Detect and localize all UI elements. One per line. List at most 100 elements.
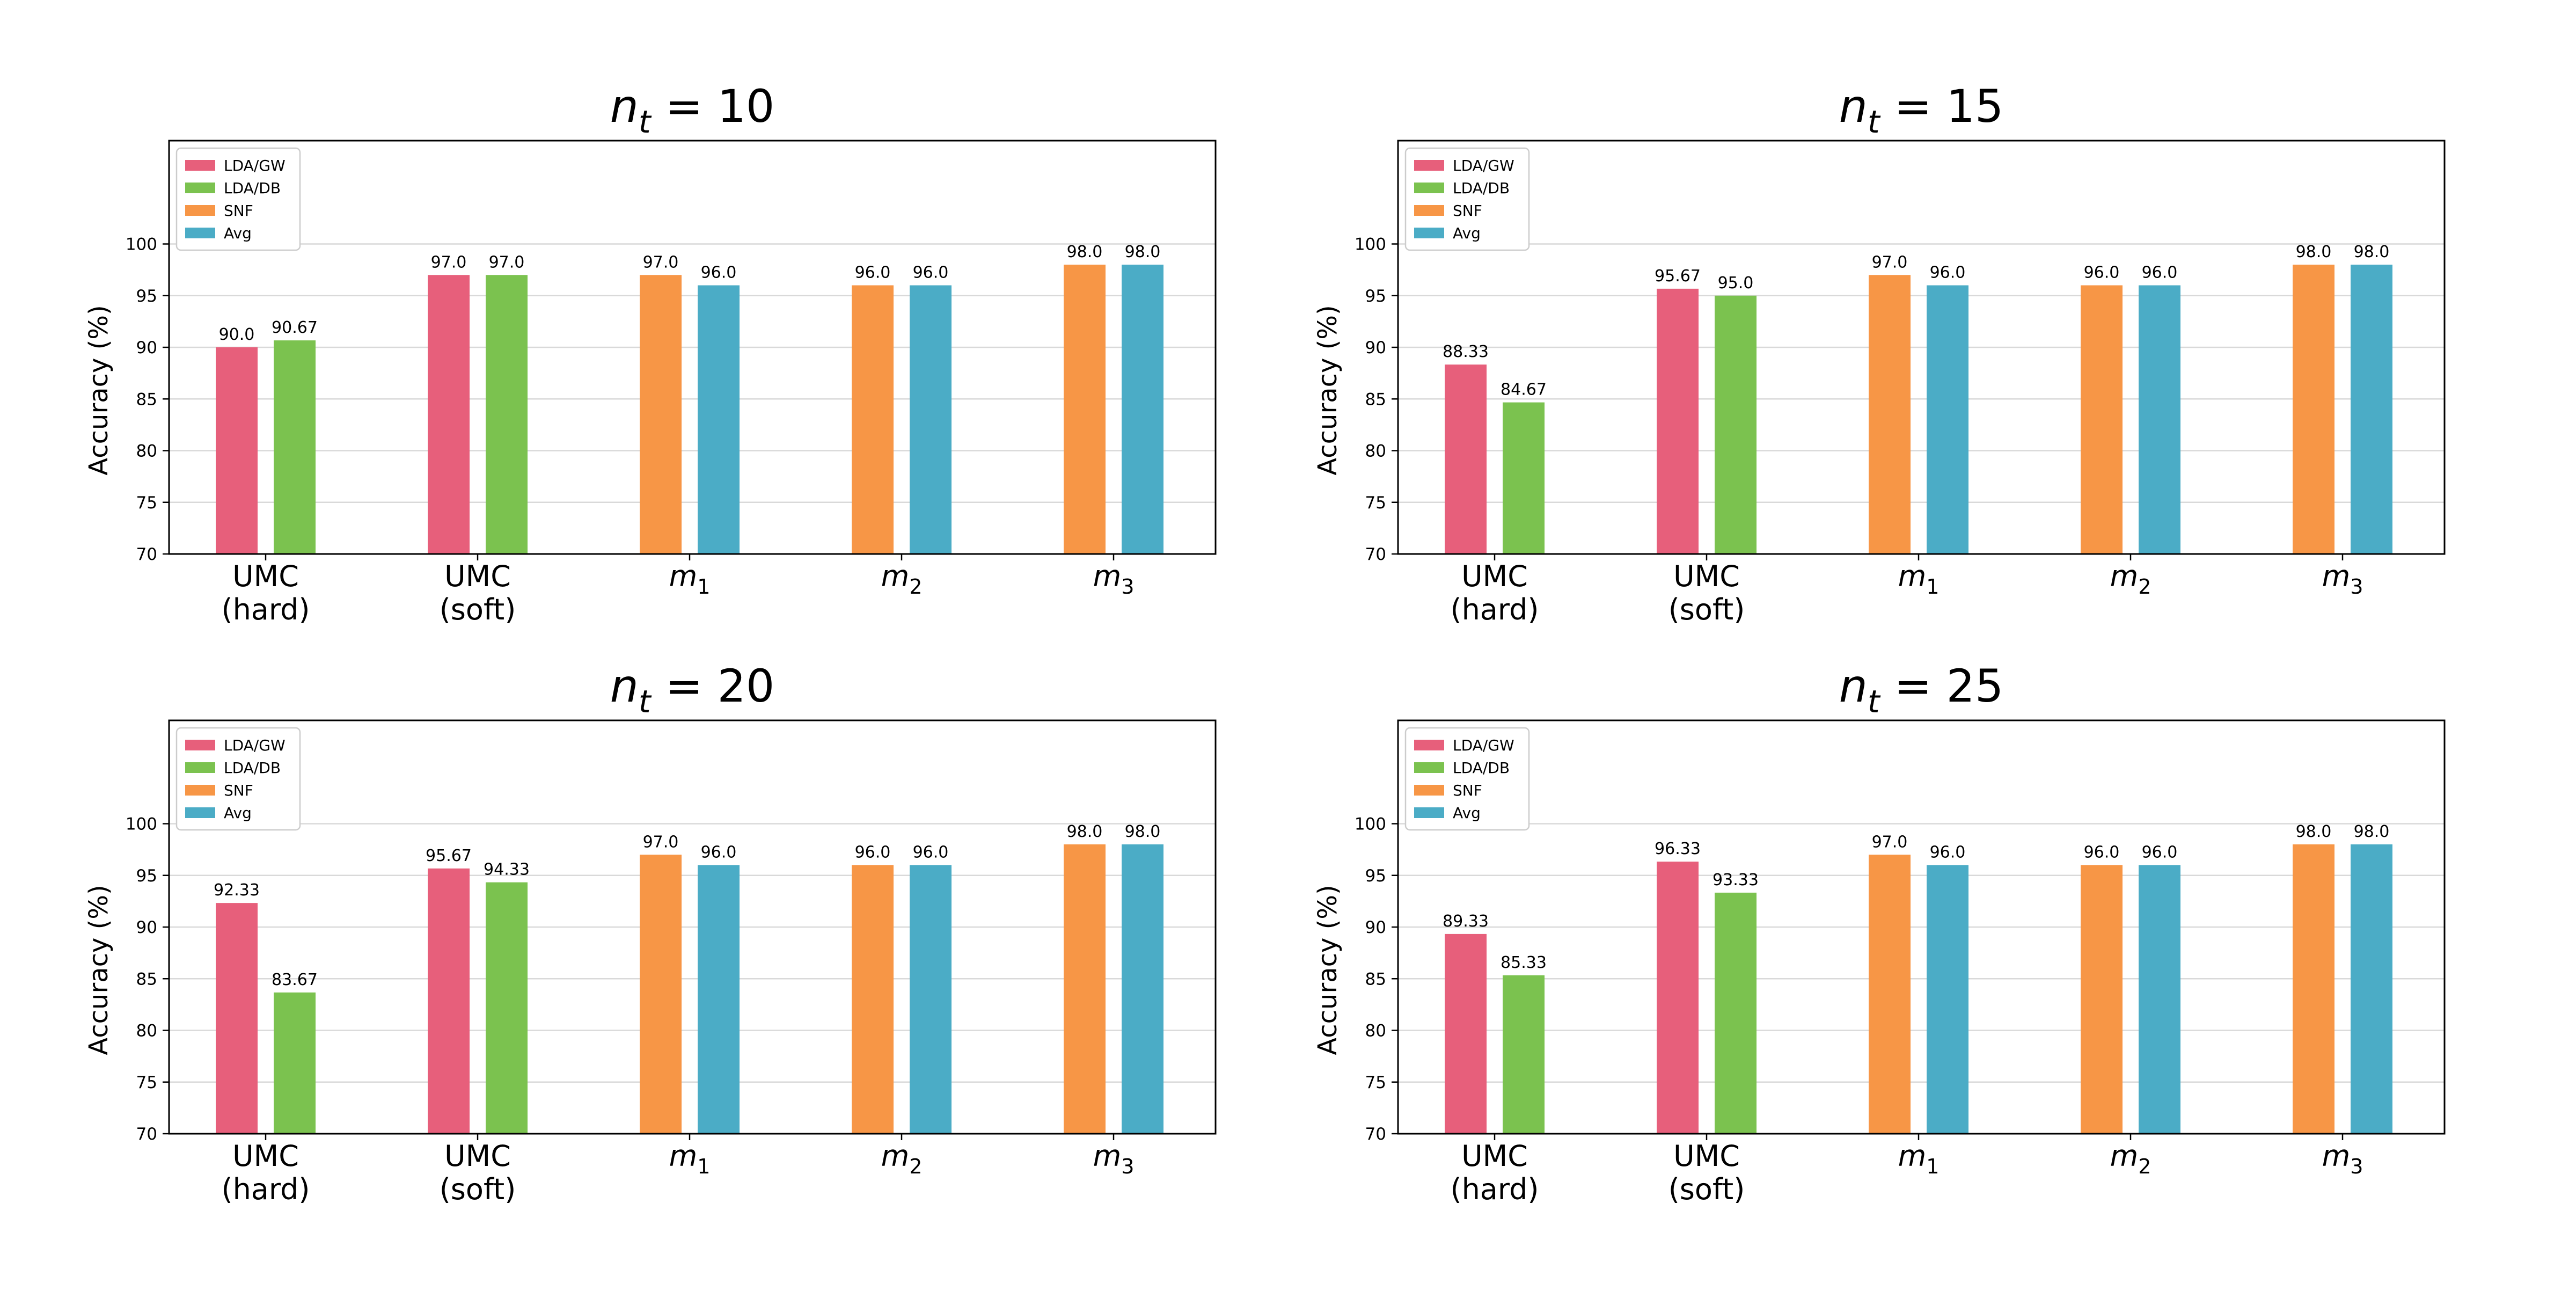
bar-value-label: 88.33 [1443, 342, 1489, 361]
x-tick-label-line: UMC [1673, 1139, 1740, 1173]
y-tick-label: 95 [136, 287, 157, 306]
legend-swatch [185, 205, 215, 216]
bar-value-label: 98.0 [1125, 243, 1161, 261]
axes-frame [1397, 719, 2446, 1135]
legend-label: LDA/DB [224, 179, 281, 197]
bar-value-label: 96.0 [2084, 843, 2120, 862]
x-tick-label: m2 [881, 559, 923, 599]
x-tick-label: m3 [1093, 559, 1135, 599]
bar-value-label: 90.67 [272, 318, 318, 337]
legend-swatch [1414, 807, 1444, 818]
chart-title-rest: = 20 [651, 660, 775, 712]
x-tick-label: UMC (soft) [440, 559, 516, 626]
y-tick-label: 95 [136, 866, 157, 886]
bar [1869, 855, 1911, 1134]
bar [2139, 865, 2180, 1134]
y-tick-label: 100 [1355, 815, 1386, 834]
bar-value-label: 96.0 [2084, 264, 2120, 282]
x-tick-label-math: m [2322, 1139, 2351, 1173]
bar [640, 855, 682, 1134]
bar [216, 903, 258, 1134]
legend-label: SNF [224, 202, 253, 220]
legend-swatch [1414, 183, 1444, 193]
bar [428, 868, 470, 1134]
bar [698, 865, 740, 1134]
bar [698, 285, 740, 554]
bar-value-label: 98.0 [2296, 243, 2332, 261]
y-tick-label: 75 [1365, 493, 1386, 513]
y-tick-label: 75 [1365, 1073, 1386, 1092]
bar [910, 865, 952, 1134]
bar-value-label: 95.0 [1718, 274, 1754, 293]
bar-value-label: 98.0 [1125, 822, 1161, 841]
x-tick-label-subscript: 2 [909, 1155, 922, 1178]
bar-value-label: 90.0 [219, 325, 255, 344]
x-tick-label-line: (hard) [222, 593, 310, 626]
legend-swatch [1414, 740, 1444, 750]
bar-value-label: 83.67 [272, 971, 318, 989]
bar-value-label: 95.67 [1655, 267, 1701, 286]
bar [2351, 265, 2392, 554]
legend-label: SNF [1453, 202, 1482, 220]
bar [274, 992, 316, 1134]
bar [910, 285, 952, 554]
bar-value-label: 93.33 [1713, 871, 1759, 889]
legend-label: LDA/DB [1453, 759, 1510, 777]
chart-title-subscript: t [1868, 683, 1881, 720]
legend-swatch [185, 785, 215, 796]
axes-frame [168, 719, 1217, 1135]
x-tick-label-subscript: 3 [2350, 1155, 2363, 1178]
bar [1064, 844, 1106, 1134]
x-tick-label-line: UMC [444, 559, 511, 593]
legend-label: LDA/DB [224, 759, 281, 777]
legend-label: LDA/GW [1453, 157, 1514, 174]
chart-title-subscript: t [639, 683, 652, 720]
chart-title-rest: = 15 [1880, 80, 2004, 133]
x-tick-label: m1 [1898, 559, 1940, 599]
bar-value-label: 97.0 [643, 253, 679, 272]
chart-title-math: n [610, 660, 639, 712]
legend-swatch [185, 228, 215, 238]
bar [1122, 265, 1163, 554]
legend-swatch [185, 762, 215, 773]
bar [1869, 275, 1911, 554]
bar [1445, 933, 1487, 1134]
y-tick-label: 80 [136, 442, 157, 461]
y-tick-label: 70 [136, 545, 157, 564]
x-tick-label: m3 [2322, 559, 2363, 599]
bar [1715, 892, 1757, 1134]
x-tick-label-line: UMC [1461, 559, 1528, 593]
x-tick-label: UMC (hard) [1451, 559, 1539, 626]
x-tick-label: UMC (hard) [1451, 1139, 1539, 1206]
x-tick-label-subscript: 1 [1926, 1155, 1939, 1178]
bar [1503, 975, 1545, 1134]
chart-title: nt = 10 [610, 80, 775, 140]
bar [1927, 865, 1968, 1134]
y-tick-label: 90 [136, 338, 157, 358]
chart-title: nt = 15 [1839, 80, 2004, 140]
bar-value-label: 96.0 [913, 264, 949, 282]
x-tick-label: m3 [1093, 1139, 1135, 1178]
y-tick-label: 80 [1365, 442, 1386, 461]
y-tick-label: 80 [136, 1022, 157, 1041]
bar [428, 275, 470, 554]
legend-label: Avg [224, 804, 252, 822]
legend-label: SNF [224, 782, 253, 799]
bar-value-label: 84.67 [1501, 381, 1547, 399]
x-tick-label-subscript: 3 [2350, 575, 2363, 599]
y-tick-label: 95 [1365, 866, 1386, 886]
bar [274, 340, 316, 554]
x-tick-label-line: (soft) [1668, 593, 1745, 626]
bar-value-label: 97.0 [1872, 833, 1908, 851]
x-tick-label-math: m [2322, 559, 2351, 593]
chart-title-math: n [610, 80, 639, 133]
legend-swatch [185, 160, 215, 171]
legend-label: Avg [1453, 224, 1481, 242]
x-tick-label-math: m [1898, 1139, 1927, 1173]
bar [2351, 844, 2392, 1134]
legend-swatch [1414, 160, 1444, 171]
y-tick-label: 100 [126, 815, 157, 834]
